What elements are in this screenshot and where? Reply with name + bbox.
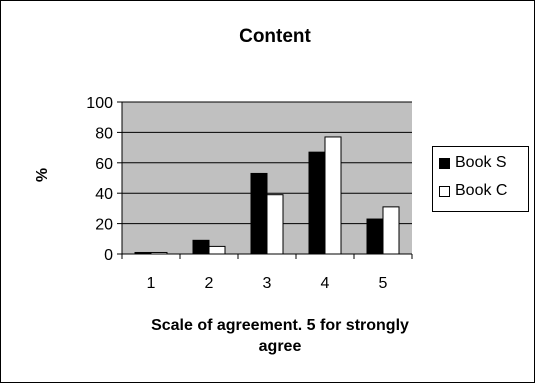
legend-label-book-s: Book S: [455, 154, 507, 171]
legend-item-book-c: Book C: [439, 182, 507, 200]
x-axis-label: Scale of agreement. 5 for strongly agree: [151, 317, 409, 355]
legend-swatch-book-c: [439, 185, 450, 197]
bar-book-s: [134, 251, 152, 255]
x-tick-label: 3: [263, 275, 272, 292]
x-tick-label: 5: [379, 275, 388, 292]
bar-book-c: [324, 136, 342, 255]
legend: Book S Book C: [432, 146, 529, 212]
x-tick-label: 2: [205, 275, 214, 292]
x-tick-label: 1: [147, 275, 156, 292]
bar-book-c: [266, 194, 284, 255]
x-tick-label: 4: [321, 275, 330, 292]
bar-book-s: [250, 172, 268, 255]
legend-item-book-s: Book S: [439, 154, 507, 172]
y-tick-label: 80: [95, 125, 113, 142]
bar-book-s: [192, 239, 210, 255]
legend-swatch-book-s: [439, 157, 450, 169]
y-tick-label: 0: [104, 247, 113, 264]
legend-label-book-c: Book C: [455, 182, 508, 199]
bar-book-c: [150, 251, 168, 255]
y-tick-label: 100: [86, 95, 113, 112]
bar-book-c: [208, 245, 226, 255]
y-tick-label: 60: [95, 156, 113, 173]
bar-book-c: [382, 206, 400, 255]
bar-book-s: [308, 151, 326, 255]
y-tick-label: 20: [95, 217, 113, 234]
bar-book-s: [366, 218, 384, 255]
y-tick-label: 40: [95, 186, 113, 203]
chart-title: Content: [239, 26, 311, 47]
